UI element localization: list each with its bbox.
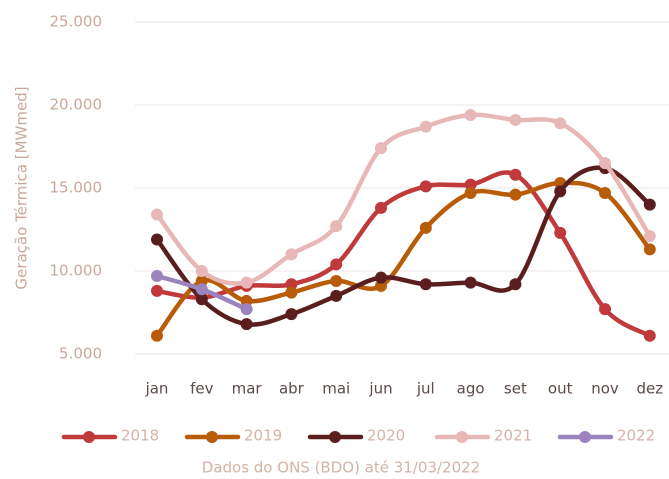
data-point — [599, 157, 611, 170]
data-point — [151, 233, 163, 246]
x-tick-label: jan — [145, 380, 169, 398]
legend-label: 2020 — [367, 427, 405, 445]
data-point — [464, 178, 477, 191]
data-point — [285, 278, 298, 291]
data-point — [375, 201, 387, 214]
legend-marker — [83, 431, 95, 443]
data-point — [240, 294, 253, 307]
y-axis-label: Geração Térmica [MWmed] — [13, 86, 31, 289]
x-tick-label: jun — [368, 380, 392, 398]
data-point — [375, 142, 387, 155]
x-tick-label: set — [504, 380, 527, 398]
data-point — [330, 289, 343, 302]
y-tick-label: 25.000 — [50, 13, 103, 31]
legend-marker — [579, 431, 591, 443]
legend-marker — [456, 431, 468, 443]
data-point — [509, 188, 522, 201]
data-point — [195, 293, 208, 306]
data-point — [643, 230, 656, 243]
data-point — [509, 278, 522, 291]
data-point — [195, 265, 208, 277]
x-tick-label: fev — [190, 380, 214, 398]
data-point — [330, 274, 343, 287]
x-tick-label: nov — [591, 380, 619, 398]
x-tick-label: mai — [322, 380, 350, 398]
data-point — [464, 186, 477, 199]
data-point — [375, 271, 387, 284]
data-point — [419, 278, 432, 291]
data-point — [599, 186, 611, 199]
data-point — [330, 220, 343, 233]
data-point — [419, 180, 432, 193]
data-point — [240, 318, 253, 331]
data-point — [195, 283, 208, 296]
data-point — [375, 279, 387, 292]
data-point — [151, 269, 163, 282]
data-point — [599, 303, 611, 316]
x-tick-label: abr — [279, 380, 305, 398]
data-point — [151, 329, 163, 342]
legend-label: 2019 — [244, 427, 282, 445]
data-point — [285, 286, 298, 299]
data-point — [419, 120, 432, 133]
x-tick-label: ago — [457, 380, 485, 398]
data-point — [151, 208, 163, 221]
data-point — [643, 243, 656, 256]
x-tick-label: jul — [416, 380, 435, 398]
data-point — [330, 258, 343, 271]
data-point — [643, 329, 656, 342]
data-point — [464, 276, 477, 289]
data-point — [285, 308, 298, 321]
data-point — [285, 248, 298, 261]
x-tick-label: mar — [232, 380, 263, 398]
data-point — [151, 284, 163, 297]
data-point — [554, 185, 567, 198]
legend-label: 2018 — [121, 427, 159, 445]
footnote: Dados do ONS (BDO) até 31/03/2022 — [202, 459, 480, 477]
series-line — [154, 170, 653, 338]
data-point — [240, 276, 253, 289]
y-tick-label: 5.000 — [59, 345, 102, 363]
data-point — [554, 226, 567, 239]
legend-label: 2022 — [617, 427, 655, 445]
x-tick-label: dez — [636, 380, 663, 398]
data-point — [554, 117, 567, 130]
data-point — [509, 168, 522, 181]
y-tick-label: 15.000 — [50, 179, 103, 197]
data-point — [419, 221, 432, 234]
data-point — [464, 108, 477, 121]
y-tick-label: 20.000 — [50, 96, 103, 114]
data-point — [240, 303, 253, 316]
legend-marker — [206, 431, 218, 443]
data-point — [643, 198, 656, 211]
x-tick-label: out — [548, 380, 573, 398]
data-point — [195, 274, 208, 287]
data-point — [509, 113, 522, 126]
legend-marker — [329, 431, 341, 443]
y-tick-label: 10.000 — [50, 262, 103, 280]
legend-label: 2021 — [494, 427, 532, 445]
